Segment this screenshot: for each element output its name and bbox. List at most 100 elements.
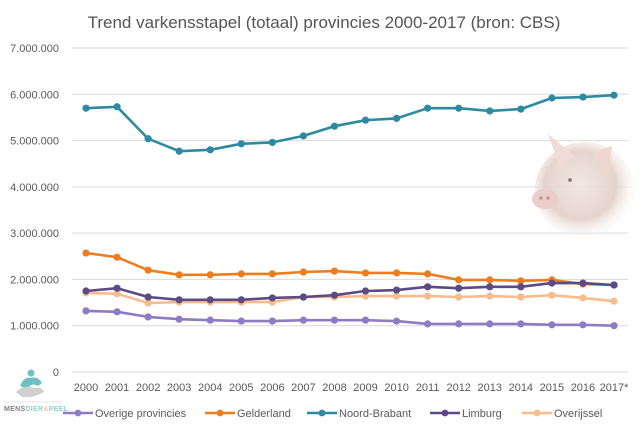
data-point — [517, 283, 525, 291]
series-line — [84, 251, 616, 287]
data-point — [424, 292, 432, 300]
data-point — [175, 315, 183, 323]
x-tick-label: 2001 — [105, 382, 129, 394]
data-point — [299, 132, 308, 140]
data-point — [610, 91, 618, 99]
data-point — [144, 299, 152, 307]
data-point — [268, 270, 276, 278]
data-point — [82, 249, 90, 257]
y-tick-label: 0 — [53, 367, 59, 379]
data-point — [206, 271, 214, 279]
logo-text-amp: & — [43, 406, 48, 413]
data-point — [610, 322, 618, 330]
x-tick-label: 2006 — [260, 382, 284, 394]
data-point — [455, 320, 463, 328]
legend-label: Limburg — [462, 408, 502, 420]
data-point — [206, 316, 214, 324]
data-point — [517, 293, 525, 301]
data-point — [486, 107, 494, 115]
data-point — [330, 122, 339, 130]
data-point — [392, 317, 401, 325]
data-point — [113, 284, 121, 292]
data-point — [610, 281, 618, 289]
data-point — [330, 267, 339, 275]
data-point — [237, 140, 245, 148]
legend-item: Limburg — [430, 408, 502, 420]
data-point — [424, 283, 432, 291]
series-gelderland — [82, 249, 618, 289]
data-point — [548, 279, 556, 287]
data-point — [392, 286, 401, 294]
svg-text:MENSDIER&PEEL: MENSDIER&PEEL — [4, 406, 69, 413]
y-axis-ticks: 0 1.000.000 2.000.000 3.000.000 4.000.000 5.0… — [10, 43, 59, 379]
legend-marker — [216, 409, 224, 417]
data-point — [113, 253, 121, 261]
x-tick-label: 2005 — [229, 382, 253, 394]
data-point — [517, 277, 525, 285]
data-point — [486, 292, 494, 300]
series-limburg — [82, 279, 618, 304]
data-point — [424, 270, 432, 278]
data-point — [579, 279, 587, 287]
data-point — [392, 114, 401, 122]
legend-item: Gelderland — [205, 408, 291, 420]
series-line — [84, 309, 616, 328]
data-point — [237, 270, 245, 278]
y-tick-label: 2.000.000 — [10, 274, 59, 286]
mensdierpeel-logo: MENSDIER&PEEL — [4, 369, 69, 413]
data-point — [237, 317, 245, 325]
data-point — [175, 271, 183, 279]
data-point — [268, 317, 276, 325]
data-point — [144, 135, 152, 143]
x-tick-label: 2007 — [291, 382, 315, 394]
x-tick-label: 2011 — [416, 382, 440, 394]
data-point — [486, 320, 494, 328]
data-point — [113, 308, 121, 316]
logo-text-mens: MENS — [4, 406, 25, 413]
data-point — [144, 266, 152, 274]
pig-icon — [532, 134, 635, 238]
legend-marker — [318, 409, 326, 417]
legend: Overige provincies Gelderland Noord-Braban… — [63, 408, 602, 420]
data-point — [517, 105, 525, 113]
legend-item: Overige provincies — [63, 408, 187, 420]
data-point — [299, 293, 308, 301]
data-point — [113, 103, 121, 111]
x-tick-label: 2003 — [167, 382, 191, 394]
data-point — [548, 94, 556, 102]
data-point — [361, 287, 370, 295]
data-point — [486, 276, 494, 284]
x-tick-label: 2016 — [571, 382, 595, 394]
data-point — [579, 321, 587, 329]
y-tick-label: 6.000.000 — [10, 89, 59, 101]
series-line — [84, 291, 616, 305]
data-point — [113, 290, 121, 298]
data-point — [144, 313, 152, 321]
data-point — [175, 296, 183, 304]
data-point — [455, 104, 463, 112]
data-point — [82, 307, 90, 315]
logo-text-peel: PEEL — [49, 406, 69, 413]
logo-text-dier: DIER — [25, 406, 43, 413]
x-tick-label: 2010 — [384, 382, 408, 394]
data-point — [455, 293, 463, 301]
series-line — [84, 281, 616, 302]
data-point — [548, 291, 556, 299]
legend-label: Noord-Brabant — [339, 408, 411, 420]
legend-item: Overijssel — [522, 408, 602, 420]
data-point — [237, 296, 245, 304]
data-point — [517, 320, 525, 328]
y-tick-label: 4.000.000 — [10, 182, 59, 194]
data-point — [206, 146, 214, 154]
x-tick-label: 2009 — [353, 382, 377, 394]
series-line — [84, 93, 616, 153]
logo-figure-body — [20, 377, 42, 389]
legend-label: Overige provincies — [95, 408, 187, 420]
data-point — [579, 294, 587, 302]
y-tick-label: 7.000.000 — [10, 43, 59, 55]
legend-item: Noord-Brabant — [307, 408, 411, 420]
x-tick-label: 2013 — [478, 382, 502, 394]
data-point — [610, 297, 618, 305]
data-point — [455, 276, 463, 284]
data-point — [361, 316, 370, 324]
